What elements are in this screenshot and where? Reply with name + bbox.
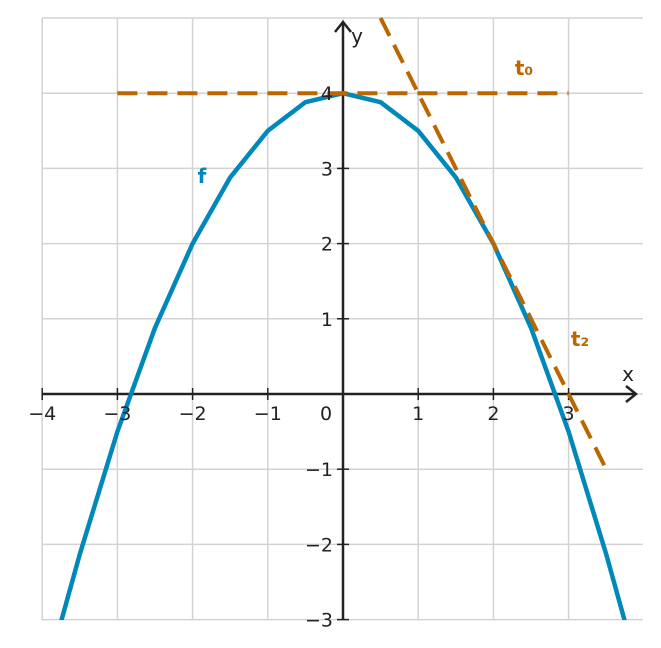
x-tick-label: −1: [254, 403, 282, 425]
series-label: f: [198, 164, 207, 188]
y-axis-label: y: [351, 24, 363, 48]
y-tick-label: −3: [305, 610, 333, 632]
axes: [41, 19, 639, 621]
x-tick-label: −4: [28, 403, 56, 425]
x-tick-label: −2: [179, 403, 207, 425]
y-tick-label: 4: [321, 83, 333, 105]
y-tick-label: 2: [321, 234, 333, 256]
series-line-t2: [378, 17, 608, 471]
x-tick-label: 1: [412, 403, 424, 425]
series-label: t₂: [571, 327, 589, 351]
y-tick-label: −2: [305, 534, 333, 556]
x-axis-arrow: [625, 385, 639, 403]
labels-group: −4 −3 −2 −1 0 1 2 3 −3 −2 −1 1 2 3 4 x y f t₀ t₂: [28, 24, 634, 632]
y-tick-label: 1: [321, 309, 333, 331]
series-group: [59, 17, 627, 620]
x-tick-label: 3: [563, 403, 575, 425]
y-tick-label: −1: [305, 459, 333, 481]
x-tick-label: 2: [487, 403, 499, 425]
y-axis-arrow: [334, 19, 352, 33]
x-axis-label: x: [622, 362, 634, 386]
x-tick-label: 0: [320, 403, 332, 425]
y-tick-label: 3: [321, 158, 333, 180]
series-label: t₀: [515, 56, 533, 80]
x-tick-label: −3: [103, 403, 131, 425]
